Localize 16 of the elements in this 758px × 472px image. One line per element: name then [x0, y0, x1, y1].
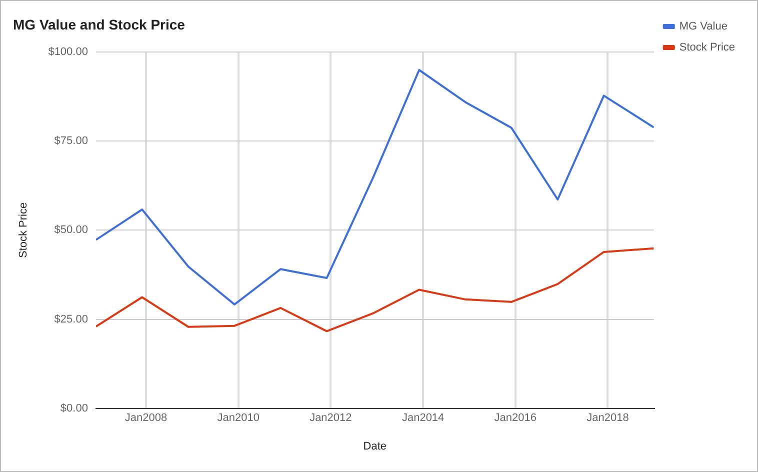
x-tick-label: Jan2014 — [402, 412, 444, 424]
x-tick-label: Jan2012 — [310, 412, 352, 424]
y-tick-label: $0.00 — [60, 402, 88, 415]
legend-label: MG Value — [679, 20, 728, 33]
y-axis-title: Stock Price — [18, 202, 30, 258]
y-tick-label: $75.00 — [54, 135, 88, 148]
y-tick-label: $25.00 — [54, 313, 88, 326]
x-tick-label: Jan2008 — [124, 412, 168, 424]
x-axis-title: Date — [363, 440, 387, 452]
legend-label: Stock Price — [679, 42, 736, 54]
y-tick-label: $100.00 — [48, 46, 88, 58]
x-tick-label: Jan2010 — [217, 412, 260, 424]
x-tick-label: Jan2018 — [586, 412, 629, 424]
y-tick-label: $50.00 — [54, 224, 88, 236]
x-tick-label: Jan2016 — [494, 412, 536, 424]
chart-title: MG Value and Stock Price — [13, 16, 186, 32]
